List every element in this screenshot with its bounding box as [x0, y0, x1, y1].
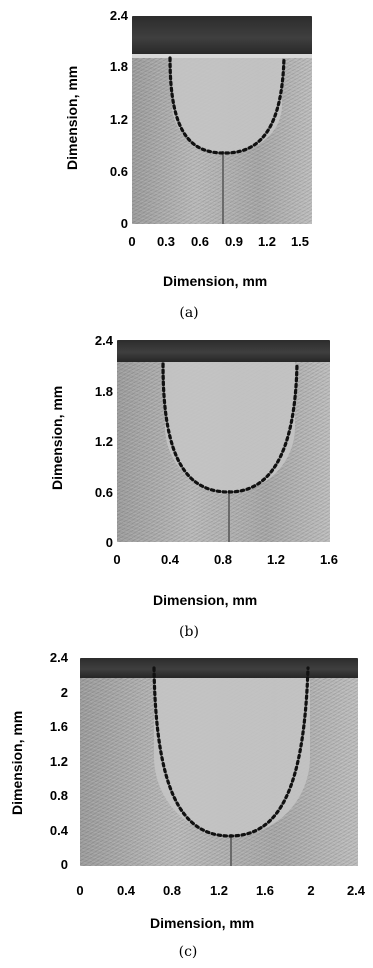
y-tick-label: 1.2: [109, 112, 128, 127]
y-tick-label: 1.2: [94, 434, 113, 449]
y-axis-title: Dimension, mm: [64, 65, 80, 170]
y-tick-label: 1.6: [49, 719, 68, 734]
cover-plate-b: [117, 340, 330, 362]
x-tick-label: 0.3: [156, 234, 176, 249]
x-tick-label: 0: [128, 234, 136, 249]
y-tick-label: 0: [120, 216, 128, 231]
x-tick-label: 1.6: [255, 883, 275, 898]
figure-caption: (c): [178, 944, 198, 960]
y-tick-label: 2: [60, 685, 68, 700]
y-tick-label: 0.6: [94, 485, 113, 500]
x-tick-label: 1.6: [319, 552, 339, 567]
crack-c: [230, 834, 232, 866]
y-tick-label: 0.6: [109, 164, 128, 179]
x-tick-label: 0.6: [190, 234, 210, 249]
fusion-boundary-c: [152, 666, 310, 838]
micrograph-image-c: [80, 658, 358, 866]
y-tick-label: 0.8: [49, 788, 68, 803]
x-tick-label: 2.4: [346, 883, 366, 898]
crack-b: [228, 490, 230, 542]
x-tick-label: 1.5: [290, 234, 310, 249]
fusion-boundary-b: [161, 362, 299, 494]
x-tick-label: 1.2: [209, 883, 229, 898]
x-tick-label: 0: [113, 552, 121, 567]
x-axis-title: Dimension, mm: [150, 915, 255, 931]
y-tick-label: 2.4: [109, 8, 128, 23]
x-tick-label: 2: [307, 883, 315, 898]
x-tick-label: 0.4: [160, 552, 180, 567]
x-tick-label: 1.2: [257, 234, 277, 249]
cover-plate-c: [80, 658, 358, 678]
y-tick-label: 0.4: [49, 823, 68, 838]
y-tick-label: 2.4: [94, 333, 113, 348]
x-tick-label: 0: [76, 883, 84, 898]
crack-a: [222, 151, 224, 224]
x-tick-label: 0.4: [116, 883, 136, 898]
y-tick-label: 1.2: [49, 754, 68, 769]
y-tick-label: 0: [60, 857, 68, 872]
x-axis-title: Dimension, mm: [153, 592, 258, 608]
y-tick-label: 1.8: [94, 384, 113, 399]
figure-caption: (b): [179, 624, 199, 640]
x-tick-label: 0.8: [162, 883, 182, 898]
y-axis-title: Dimension, mm: [49, 385, 65, 490]
x-tick-label: 0.8: [213, 552, 233, 567]
y-axis-title: Dimension, mm: [9, 710, 25, 815]
cover-plate-a: [132, 16, 312, 56]
y-tick-label: 0: [105, 535, 113, 550]
fusion-boundary-a: [168, 56, 286, 155]
y-tick-label: 1.8: [109, 59, 128, 74]
y-tick-label: 2.4: [49, 650, 68, 665]
plate-edge-a: [132, 54, 312, 58]
x-tick-label: 1.2: [266, 552, 286, 567]
x-axis-title: Dimension, mm: [163, 273, 268, 289]
x-tick-label: 0.9: [224, 234, 244, 249]
figure-caption: (a): [179, 305, 199, 321]
